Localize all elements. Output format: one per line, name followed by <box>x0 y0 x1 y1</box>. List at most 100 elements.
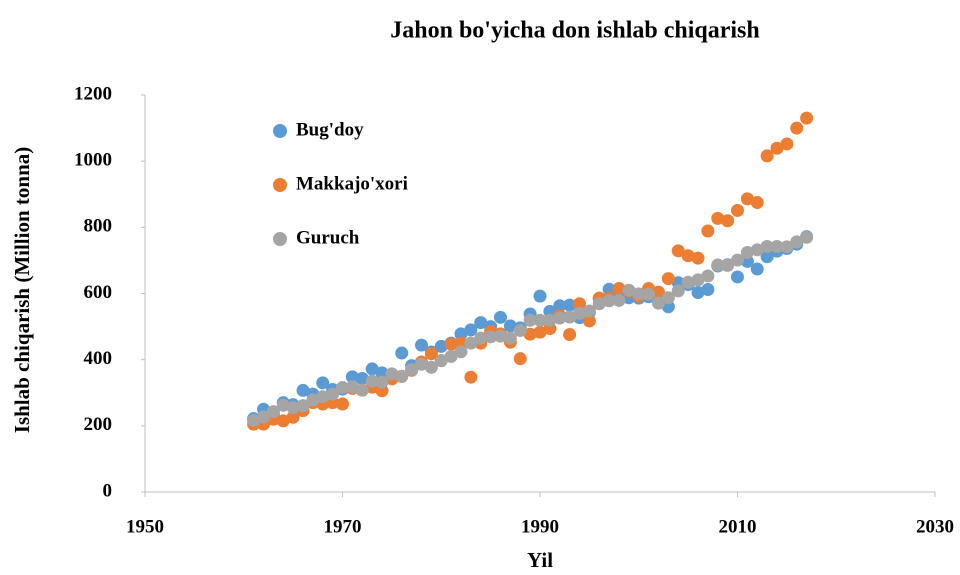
point <box>701 269 715 283</box>
point <box>484 330 498 344</box>
point <box>780 240 794 254</box>
point <box>750 196 764 210</box>
point <box>563 328 577 342</box>
point <box>533 289 547 303</box>
x-tick-label: 1990 <box>521 516 559 537</box>
point <box>494 310 507 324</box>
point <box>691 273 705 287</box>
y-tick-label: 200 <box>84 414 113 435</box>
chart-title: Jahon bo'yicha don ishlab chiqarish <box>390 18 759 44</box>
point <box>336 397 349 411</box>
point <box>365 374 379 388</box>
point <box>582 304 596 318</box>
point <box>306 393 320 407</box>
point <box>533 313 547 327</box>
x-tick-label: 2010 <box>719 516 757 537</box>
point <box>760 149 774 163</box>
point <box>790 121 804 135</box>
point <box>750 262 764 276</box>
point <box>770 240 784 254</box>
y-tick-label: 1200 <box>74 83 112 104</box>
point <box>276 398 290 412</box>
point <box>563 298 577 312</box>
point <box>405 363 419 377</box>
point <box>740 254 754 268</box>
point <box>760 240 774 254</box>
point <box>434 339 448 353</box>
point <box>345 370 359 384</box>
point <box>740 192 754 206</box>
point <box>750 243 764 257</box>
point <box>464 336 478 350</box>
point <box>336 380 349 394</box>
point <box>513 324 527 338</box>
point <box>523 313 537 327</box>
point <box>731 253 744 267</box>
point <box>444 337 458 351</box>
point <box>415 338 428 352</box>
point <box>375 375 389 389</box>
point <box>661 291 675 305</box>
point <box>415 357 428 371</box>
y-tick-label: 400 <box>84 348 113 369</box>
point <box>286 401 300 415</box>
point <box>661 272 675 286</box>
point <box>612 282 626 296</box>
point <box>494 329 507 343</box>
y-tick-label: 800 <box>84 216 113 237</box>
point <box>464 370 478 384</box>
point <box>652 285 665 299</box>
point <box>661 300 675 314</box>
point <box>316 376 330 390</box>
point <box>454 345 468 359</box>
point <box>266 405 280 419</box>
point <box>533 325 547 339</box>
point <box>701 283 715 297</box>
point <box>602 282 616 296</box>
point <box>385 367 399 381</box>
legend-marker <box>273 232 287 246</box>
legend-label: Makkajo'xori <box>296 173 408 194</box>
point <box>454 327 468 341</box>
point <box>395 370 409 384</box>
point <box>642 287 656 301</box>
point <box>474 331 488 345</box>
point <box>681 275 695 289</box>
y-tick-label: 0 <box>103 480 113 501</box>
point <box>582 314 596 328</box>
point <box>573 297 586 311</box>
point <box>652 296 665 310</box>
point <box>671 244 685 258</box>
point <box>632 287 646 301</box>
point <box>731 203 744 217</box>
point <box>731 270 744 284</box>
point <box>740 245 754 259</box>
point <box>503 331 517 345</box>
point <box>770 141 784 155</box>
point <box>355 383 369 397</box>
y-axis-label: Ishlab chiqarish (Million tonna) <box>10 147 34 433</box>
point <box>276 414 290 428</box>
point <box>681 249 695 263</box>
point <box>592 297 606 311</box>
x-axis-label: Yil <box>527 548 553 572</box>
point <box>395 346 409 360</box>
point <box>760 250 774 264</box>
point <box>800 111 814 125</box>
x-tick-label: 1950 <box>126 516 164 537</box>
point <box>474 316 488 330</box>
point <box>247 414 261 428</box>
point <box>573 306 586 320</box>
y-tick-label: 600 <box>84 282 113 303</box>
point <box>375 366 389 380</box>
point <box>523 327 537 341</box>
point <box>296 383 310 397</box>
point <box>355 372 369 386</box>
legend-label: Bug'doy <box>296 119 364 140</box>
point <box>326 387 340 401</box>
point <box>780 137 794 151</box>
legend-marker <box>273 124 287 138</box>
point <box>365 362 379 376</box>
point <box>691 251 705 265</box>
point <box>711 258 725 272</box>
